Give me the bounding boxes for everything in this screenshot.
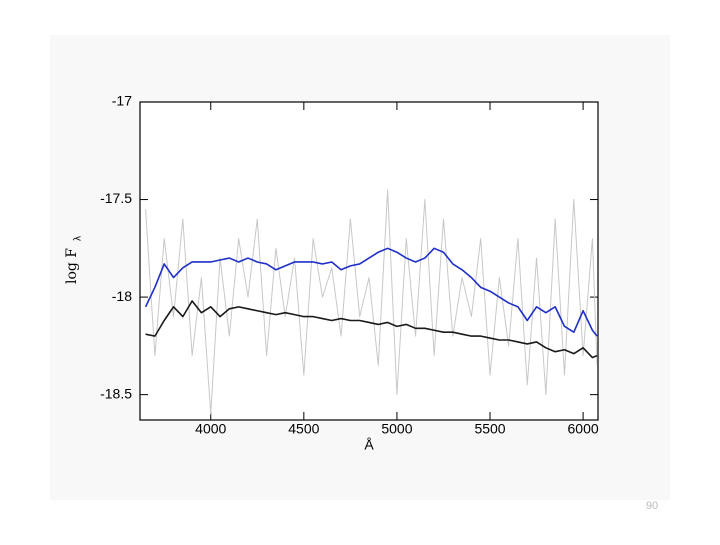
y-tick-label: -17.5	[100, 190, 132, 206]
y-tick-label: -18	[112, 288, 132, 304]
x-tick-label: 6000	[568, 421, 599, 437]
spectrum-line	[145, 300, 598, 359]
plot-frame	[139, 101, 599, 421]
x-axis-label: Å	[364, 437, 374, 453]
spectrum-line	[144, 247, 598, 337]
spectrum-line	[145, 189, 598, 415]
page-number: 90	[646, 500, 658, 512]
y-axis-label: log F	[64, 248, 80, 284]
y-axis-label-sub: λ	[73, 236, 84, 241]
y-axis-label-group: log F λ	[64, 236, 84, 284]
x-tick-label: 5500	[474, 421, 505, 437]
x-tick-label: 5000	[381, 421, 412, 437]
x-tick-label: 4000	[195, 421, 226, 437]
y-tick-label: -18.5	[100, 385, 132, 401]
x-tick-label: 4500	[288, 421, 319, 437]
y-tick-label: -17	[112, 93, 132, 109]
